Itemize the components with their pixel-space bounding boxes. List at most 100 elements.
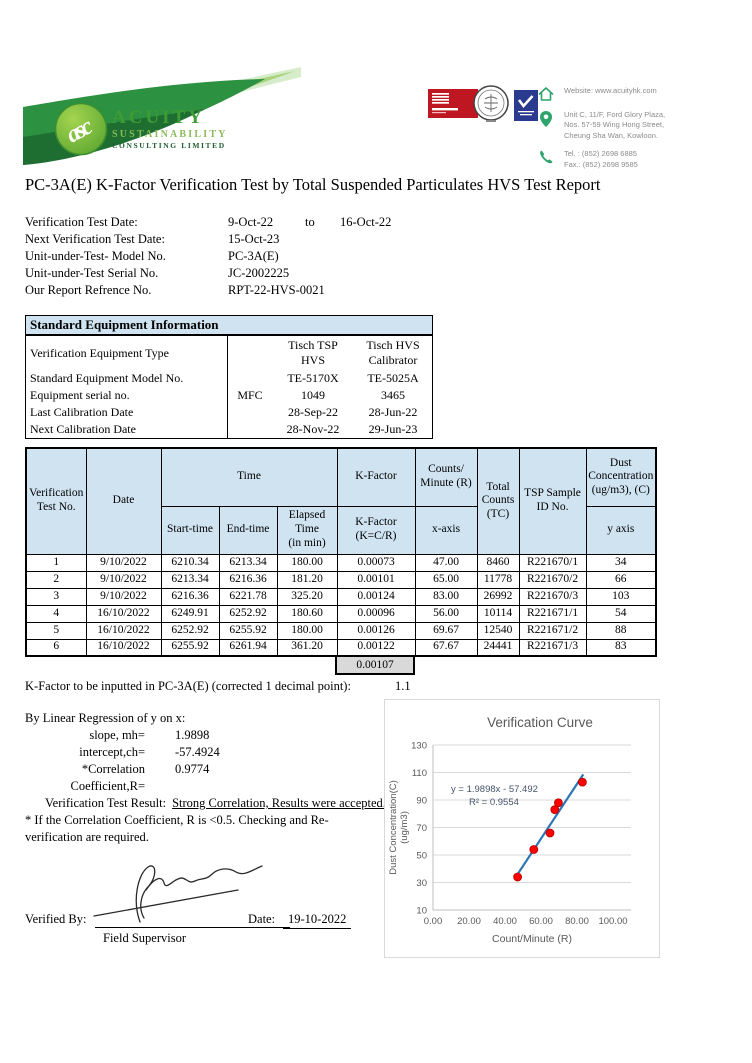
info-value-2: 16-Oct-22 — [340, 215, 392, 229]
info-label: Verification Test Date: — [25, 215, 138, 229]
th-date: Date — [85, 447, 162, 555]
table-cell: 34 — [585, 553, 657, 572]
svg-text:40.00: 40.00 — [493, 916, 517, 927]
th-counts-minute: Counts/ Minute (R) — [414, 447, 478, 507]
info-row: Next Verification Test Date: 15-Oct-23 — [25, 232, 391, 249]
info-row: Unit-under-Test- Model No. PC-3A(E) — [25, 249, 391, 266]
th-total-counts: Total Counts (TC) — [476, 447, 520, 555]
th-verification-test-no: Verification Test No. — [25, 447, 87, 555]
contact-tel: Tel. : (852) 2698 6885 — [564, 149, 637, 159]
info-row: Our Report Refrence No. RPT-22-HVS-0021 — [25, 283, 391, 300]
table-cell: 180.00 — [276, 553, 338, 572]
info-value: RPT-22-HVS-0021 — [228, 283, 325, 297]
table-cell: 88 — [585, 621, 657, 640]
th-start-time: Start-time — [160, 505, 220, 555]
company-name-block: ACUITY SUSTAINABILITY CONSULTING LIMITED — [112, 108, 228, 150]
svg-text:60.00: 60.00 — [529, 916, 553, 927]
table-cell: 83.00 — [414, 587, 478, 606]
table-cell: 6216.36 — [160, 587, 220, 606]
equipment-label: Verification Equipment Type — [30, 345, 169, 360]
table-cell: 3 — [25, 587, 87, 606]
info-row: Unit-under-Test Serial No. JC-2002225 — [25, 266, 391, 283]
result-label: Verification Test Result: — [45, 796, 167, 810]
contact-address-1: Unit C, 11/F, Ford Glory Plaza, — [564, 110, 666, 119]
verification-info-block: Verification Test Date: 9-Oct-22 to 16-O… — [25, 215, 391, 300]
regression-block: By Linear Regression of y on x: slope, m… — [25, 710, 386, 846]
table-cell: R221671/1 — [518, 604, 587, 623]
info-row: Verification Test Date: 9-Oct-22 to 16-O… — [25, 215, 391, 232]
table-cell: 16/10/2022 — [85, 621, 162, 640]
svg-text:Dust Concentration(C): Dust Concentration(C) — [388, 780, 399, 875]
th-tsp-sample-id: TSP Sample ID No. — [518, 447, 587, 555]
table-cell: 16/10/2022 — [85, 638, 162, 657]
table-cell: 6213.34 — [218, 553, 278, 572]
table-cell: 10114 — [476, 604, 520, 623]
th-elapsed-time: Elapsed Time (in min) — [276, 505, 338, 555]
table-row: 3 9/10/2022 6216.36 6221.78 325.20 0.00124 83.… — [25, 587, 657, 606]
svg-text:90: 90 — [416, 796, 427, 807]
intercept-value: -57.4924 — [175, 745, 220, 759]
page-title: PC-3A(E) K-Factor Verification Test by T… — [25, 175, 601, 194]
info-value: PC-3A(E) — [228, 249, 279, 263]
correlation-label: *Correlation Coefficient,R= — [70, 762, 145, 793]
table-row: 4 16/10/2022 6249.91 6252.92 180.60 0.00096 56… — [25, 604, 657, 623]
th-y-axis: y axis — [585, 505, 657, 555]
contact-block: Website: www.acuityhk.com Unit C, 11/F, … — [538, 86, 665, 178]
table-cell: 6210.34 — [160, 553, 220, 572]
equipment-value-2: Tisch HVS Calibrator — [366, 338, 420, 367]
table-cell: 6252.92 — [160, 621, 220, 640]
table-cell: 54 — [585, 604, 657, 623]
kfactor-input-value: 1.1 — [395, 679, 411, 693]
table-cell: 67.67 — [414, 638, 478, 657]
slope-label: slope, mh= — [89, 728, 145, 742]
th-end-time: End-time — [218, 505, 278, 555]
regression-note-line2: verification are required. — [25, 830, 149, 844]
table-cell: 6221.78 — [218, 587, 278, 606]
regression-intercept-row: intercept,ch= -57.4924 — [25, 744, 386, 761]
equipment-value-2: TE-5025A — [367, 371, 419, 385]
regression-result-row: Verification Test Result: Strong Correla… — [25, 795, 386, 812]
equipment-value-2: 3465 — [381, 388, 405, 402]
table-cell: 26992 — [476, 587, 520, 606]
table-cell: 4 — [25, 604, 87, 623]
table-cell: 9/10/2022 — [85, 587, 162, 606]
table-cell: 6 — [25, 638, 87, 657]
th-x-axis: x-axis — [414, 505, 478, 555]
company-subtitle: SUSTAINABILITY — [112, 129, 228, 140]
table-cell: 5 — [25, 621, 87, 640]
equipment-row: Equipment serial no. MFC 1049 3465 — [26, 387, 432, 404]
equipment-value-1: TE-5170X — [287, 371, 339, 385]
contact-address-row: Unit C, 11/F, Ford Glory Plaza, Nos. 57-… — [538, 110, 665, 141]
scatter-chart-svg: 10 30 50 70 90 110 130 0.00 20.00 40.00 60.00 80.00… — [388, 715, 631, 945]
regression-correlation-row: *Correlation Coefficient,R= 0.9774 — [25, 761, 386, 795]
table-cell: 6252.92 — [218, 604, 278, 623]
table-cell: R221670/3 — [518, 587, 587, 606]
company-subtitle-2: CONSULTING LIMITED — [112, 141, 226, 150]
svg-text:10: 10 — [416, 906, 427, 917]
kfactor-input-label: K-Factor to be inputted in PC-3A(E) (cor… — [25, 679, 351, 693]
table-cell: 24441 — [476, 638, 520, 657]
th-kfactor: K-Factor — [336, 447, 416, 507]
info-label: Our Report Refrence No. — [25, 283, 152, 297]
ukas-mark-icon — [514, 90, 538, 121]
svg-text:0.00: 0.00 — [424, 916, 443, 927]
table-cell: 8460 — [476, 553, 520, 572]
svg-text:Count/Minute (R): Count/Minute (R) — [492, 933, 572, 945]
table-cell: 47.00 — [414, 553, 478, 572]
table-cell: 12540 — [476, 621, 520, 640]
table-cell: 325.20 — [276, 587, 338, 606]
table-cell: 56.00 — [414, 604, 478, 623]
certification-seal-icon — [473, 85, 509, 122]
table-row: 1 9/10/2022 6210.34 6213.34 180.00 0.00073 47.… — [25, 553, 657, 572]
regression-note-line1: * If the Correlation Coefficient, R is <… — [25, 813, 329, 827]
table-cell: 361.20 — [276, 638, 338, 657]
contact-website: Website: www.acuityhk.com — [564, 86, 657, 95]
th-time: Time — [160, 447, 338, 507]
contact-phone-row: Tel. : (852) 2698 6885 Fax.: (852) 2698 … — [538, 149, 665, 170]
contact-fax: Fax.: (852) 2698 9585 — [564, 159, 638, 169]
svg-text:110: 110 — [412, 768, 427, 779]
equipment-row: Next Calibration Date 28-Nov-22 29-Jun-2… — [26, 421, 432, 438]
table-row: 2 9/10/2022 6213.34 6216.36 181.20 0.00101 65.… — [25, 570, 657, 589]
table-cell: 1 — [25, 553, 87, 572]
